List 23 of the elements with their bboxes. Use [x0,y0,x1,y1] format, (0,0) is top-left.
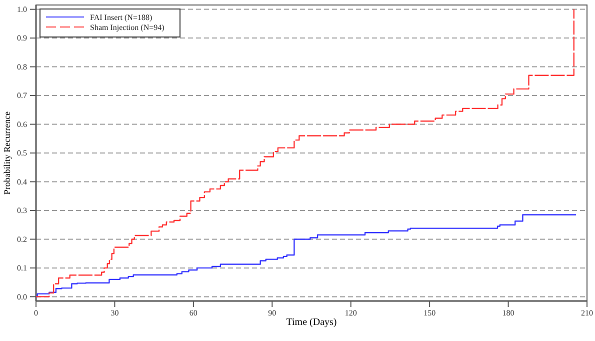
x-axis-title: Time (Days) [286,317,337,328]
y-tick-label: 0.2 [17,234,27,244]
legend-label: FAI Insert (N=188) [90,13,152,22]
y-axis-title: Probability Recurrence [2,111,12,195]
y-tick-label: 0.1 [17,264,27,273]
x-tick-label: 150 [424,308,436,318]
legend-label: Sham Injection (N=94) [90,23,165,32]
x-tick-label: 0 [34,308,38,318]
x-tick-label: 90 [268,308,276,318]
x-tick-label: 180 [502,308,514,318]
x-tick-label: 120 [344,308,357,318]
y-tick-label: 0.6 [17,120,27,129]
y-tick-label: 0.5 [17,148,27,158]
y-tick-label: 0.4 [17,177,27,186]
x-tick-label: 60 [189,308,198,318]
y-tick-label: 0.3 [17,206,27,216]
y-tick-label: 1.0 [17,4,27,14]
y-tick-label: 0.0 [17,292,27,302]
x-tick-label: 30 [110,308,119,318]
x-tick-label: 210 [581,308,593,318]
y-tick-label: 0.9 [17,34,27,43]
y-tick-label: 0.7 [17,91,27,100]
y-tick-label: 0.8 [17,62,27,72]
